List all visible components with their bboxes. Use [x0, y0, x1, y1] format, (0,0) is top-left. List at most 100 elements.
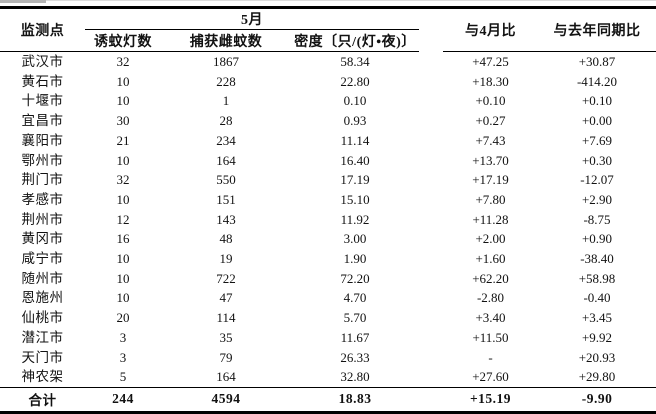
row-spacer [419, 190, 443, 210]
header-monitoring-point: 监测点 [0, 7, 85, 52]
cell-mosquitoes: 114 [216, 310, 236, 326]
cell-vs-last-year: +0.90 [581, 231, 613, 247]
header-lamp-count: 诱蚊灯数 [85, 29, 161, 52]
cell-mosquitoes: 151 [216, 191, 236, 207]
cell-vs-april: +7.43 [475, 132, 506, 148]
total-vs-last-year: -9.90 [538, 386, 656, 413]
row-spacer [419, 151, 443, 171]
cell-density: 1.90 [343, 251, 367, 267]
row-spacer [419, 72, 443, 92]
cell-site: 黄石市 [21, 73, 64, 89]
total-lamps: 244 [85, 386, 161, 413]
cell-vs-april: +3.40 [475, 310, 506, 326]
cell-mosquitoes: 1 [222, 93, 230, 109]
cell-vs-last-year: +0.10 [581, 93, 613, 109]
row-spacer [419, 91, 443, 111]
cell-site: 黄冈市 [21, 231, 64, 247]
table-row: 黄石市 10 228 22.80 +18.30 -414.20 [0, 72, 656, 92]
row-spacer [419, 348, 443, 368]
cell-mosquitoes: 19 [219, 251, 233, 267]
table-row: 恩施州 10 47 4.70 -2.80 -0.40 [0, 288, 656, 308]
total-vs-april: +15.19 [443, 386, 539, 413]
cell-lamps: 32 [116, 54, 130, 69]
row-spacer [419, 328, 443, 348]
total-spacer [419, 386, 444, 413]
top-hairline [0, 0, 656, 1]
cell-lamps: 21 [116, 132, 130, 148]
cell-lamps: 16 [116, 231, 130, 247]
cell-site: 荆门市 [21, 172, 64, 188]
cell-vs-last-year: -38.40 [580, 251, 614, 267]
cell-density: 11.14 [340, 132, 370, 148]
table-row: 武汉市 32 1867 58.34 +47.25 +30.87 [0, 52, 656, 72]
header-vs-last-year: 与去年同期比 [538, 7, 656, 52]
cell-vs-last-year: +7.69 [581, 132, 613, 148]
cell-mosquitoes: 234 [216, 132, 236, 148]
cell-vs-april: +11.50 [472, 329, 509, 345]
cell-density: 32.80 [340, 369, 370, 385]
cell-vs-last-year: +2.90 [581, 191, 613, 207]
row-spacer [419, 249, 443, 269]
cell-density: 15.10 [340, 191, 370, 207]
row-spacer [419, 52, 443, 72]
cell-mosquitoes: 550 [216, 172, 236, 188]
row-spacer [419, 131, 443, 151]
table-row: 襄阳市 21 234 11.14 +7.43 +7.69 [0, 131, 656, 151]
cell-density: 4.70 [343, 290, 367, 306]
cell-lamps: 10 [116, 290, 130, 306]
cell-vs-april: +1.60 [475, 251, 506, 267]
table-row: 鄂州市 10 164 16.40 +13.70 +0.30 [0, 151, 656, 171]
total-row: 合计 244 4594 18.83 +15.19 -9.90 [0, 386, 656, 413]
cell-mosquitoes: 79 [219, 349, 233, 365]
cell-vs-april: +11.28 [472, 211, 509, 227]
cell-vs-april: +7.80 [475, 191, 506, 207]
table-row: 荆州市 12 143 11.92 +11.28 -8.75 [0, 210, 656, 230]
cell-vs-april: +27.60 [472, 369, 509, 385]
cell-mosquitoes: 164 [216, 369, 236, 385]
cell-density: 11.67 [340, 329, 370, 345]
cell-lamps: 3 [119, 349, 127, 365]
cell-vs-last-year: +20.93 [578, 349, 616, 365]
cell-vs-april: +13.70 [472, 152, 509, 168]
cell-vs-last-year: +29.80 [578, 369, 616, 385]
header-row-top: 监测点 5月 与4月比 与去年同期比 [0, 7, 656, 52]
table-row: 潜江市 3 35 11.67 +11.50 +9.92 [0, 328, 656, 348]
scan-artifact [0, 0, 46, 3]
total-mosquitoes: 4594 [161, 386, 291, 413]
cell-site: 鄂州市 [21, 152, 64, 168]
row-spacer [419, 170, 443, 190]
cell-vs-april: +0.27 [475, 113, 506, 129]
cell-site: 天门市 [21, 349, 64, 365]
cell-lamps: 32 [116, 172, 130, 188]
cell-site: 恩施州 [21, 290, 64, 306]
cell-mosquitoes: 1867 [213, 54, 239, 69]
cell-vs-last-year: -0.40 [583, 290, 611, 306]
cell-vs-last-year: +0.30 [581, 152, 613, 168]
table-footer: 合计 244 4594 18.83 +15.19 -9.90 [0, 386, 656, 413]
cell-lamps: 10 [116, 270, 130, 286]
table-row: 仙桃市 20 114 5.70 +3.40 +3.45 [0, 308, 656, 328]
cell-site: 十堰市 [21, 93, 64, 109]
cell-density: 22.80 [340, 73, 370, 89]
row-spacer [419, 288, 443, 308]
cell-density: 0.93 [343, 113, 367, 129]
cell-mosquitoes: 164 [216, 152, 236, 168]
cell-vs-april: +62.20 [472, 270, 509, 286]
cell-mosquitoes: 722 [216, 270, 236, 286]
cell-lamps: 12 [116, 211, 130, 227]
cell-density: 72.20 [340, 270, 370, 286]
cell-lamps: 5 [119, 369, 127, 385]
cell-vs-april: - [488, 349, 493, 365]
cell-lamps: 10 [116, 73, 130, 89]
table-row: 天门市 3 79 26.33 - +20.93 [0, 348, 656, 368]
cell-site: 孝感市 [21, 191, 64, 207]
cell-mosquitoes: 48 [219, 231, 233, 247]
cell-vs-april: +17.19 [472, 172, 509, 188]
cell-vs-last-year: +3.45 [581, 310, 613, 326]
cell-site: 神农架 [21, 369, 64, 385]
total-density: 18.83 [291, 386, 420, 413]
cell-lamps: 10 [116, 152, 130, 168]
row-spacer [419, 111, 443, 131]
table-row: 随州市 10 722 72.20 +62.20 +58.98 [0, 269, 656, 289]
